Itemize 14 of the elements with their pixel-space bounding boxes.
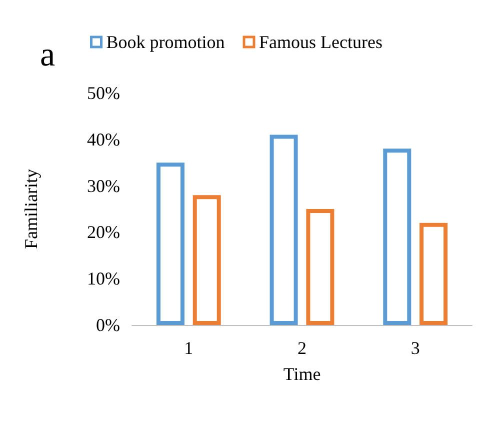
x-tick-label: 3 (410, 338, 420, 358)
x-tick-label: 1 (184, 338, 194, 358)
x-axis-title: Time (283, 364, 321, 384)
y-axis-title: Familiarity (21, 169, 41, 249)
y-tick-label: 50% (87, 83, 120, 103)
legend-label: Famous Lectures (259, 32, 382, 52)
y-tick-label: 40% (87, 129, 120, 150)
text: a (40, 36, 56, 74)
legend-label: Book promotion (106, 32, 225, 52)
y-tick-label: 0% (96, 315, 120, 335)
y-tick-label: 30% (87, 176, 120, 196)
x-tick-label: 2 (298, 338, 306, 358)
y-tick-label: 10% (87, 268, 120, 289)
y-tick-label: 20% (87, 222, 120, 242)
